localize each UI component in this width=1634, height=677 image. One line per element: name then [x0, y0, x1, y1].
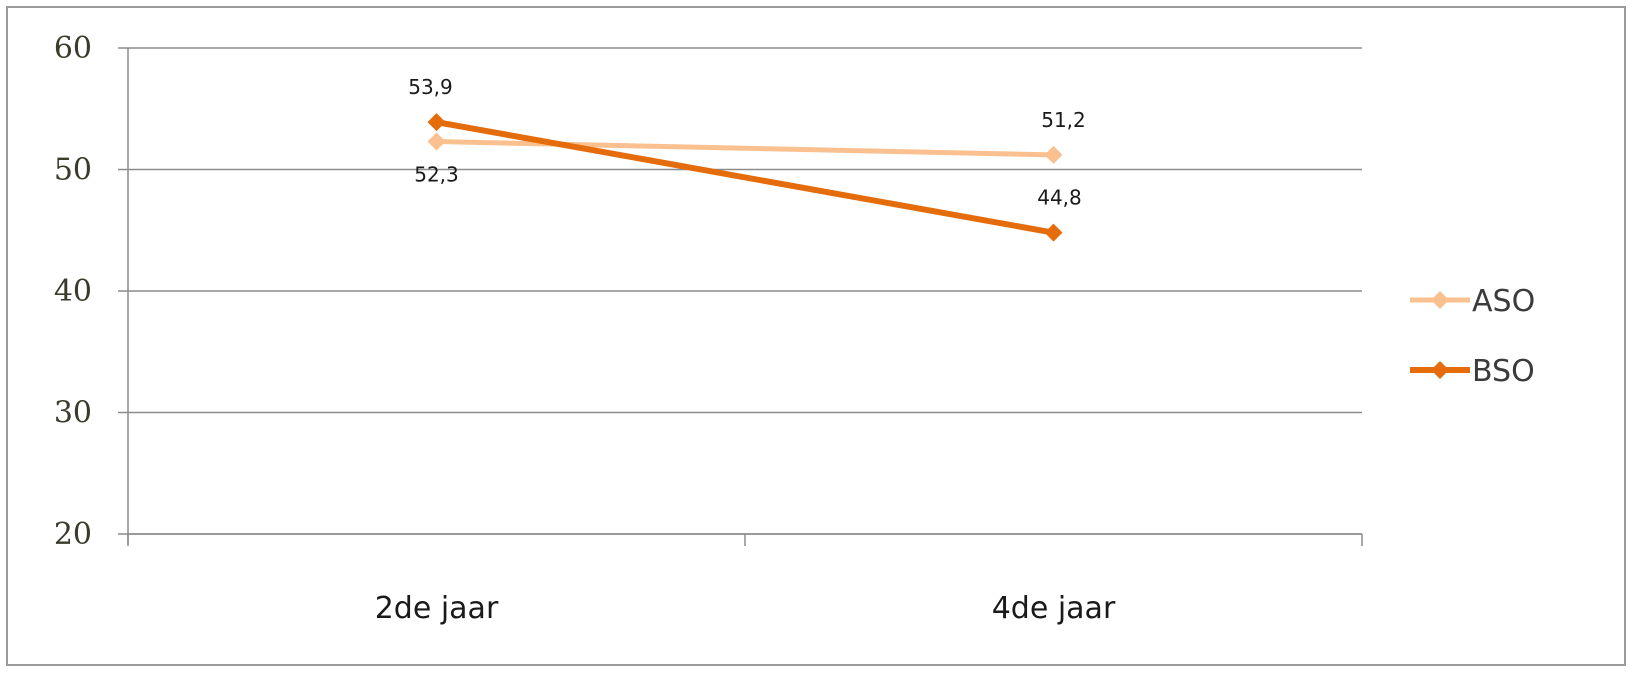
y-tick-label: 60	[54, 31, 92, 66]
data-point-bso	[427, 113, 446, 132]
data-point-bso	[1044, 223, 1063, 242]
data-label-bso: 44,8	[1037, 186, 1082, 210]
series-line-aso	[436, 139, 1054, 158]
legend-label-bso: BSO	[1472, 354, 1535, 389]
x-tick-label: 2de jaar	[375, 591, 499, 626]
data-label-aso: 52,3	[414, 163, 459, 187]
data-label-aso: 51,2	[1041, 108, 1086, 132]
data-label-bso: 53,9	[408, 75, 453, 99]
y-tick-label: 30	[54, 396, 92, 431]
series-line-bso	[435, 119, 1055, 236]
legend-marker-aso	[1431, 291, 1449, 309]
chart-frame	[6, 6, 1626, 666]
y-tick-label: 50	[54, 153, 92, 188]
legend-marker-bso	[1431, 361, 1449, 379]
legend-label-aso: ASO	[1472, 284, 1535, 319]
data-point-aso	[427, 132, 446, 151]
x-tick-label: 4de jaar	[992, 591, 1116, 626]
data-point-aso	[1044, 145, 1063, 164]
y-tick-label: 20	[54, 517, 92, 552]
y-tick-label: 40	[54, 274, 92, 309]
